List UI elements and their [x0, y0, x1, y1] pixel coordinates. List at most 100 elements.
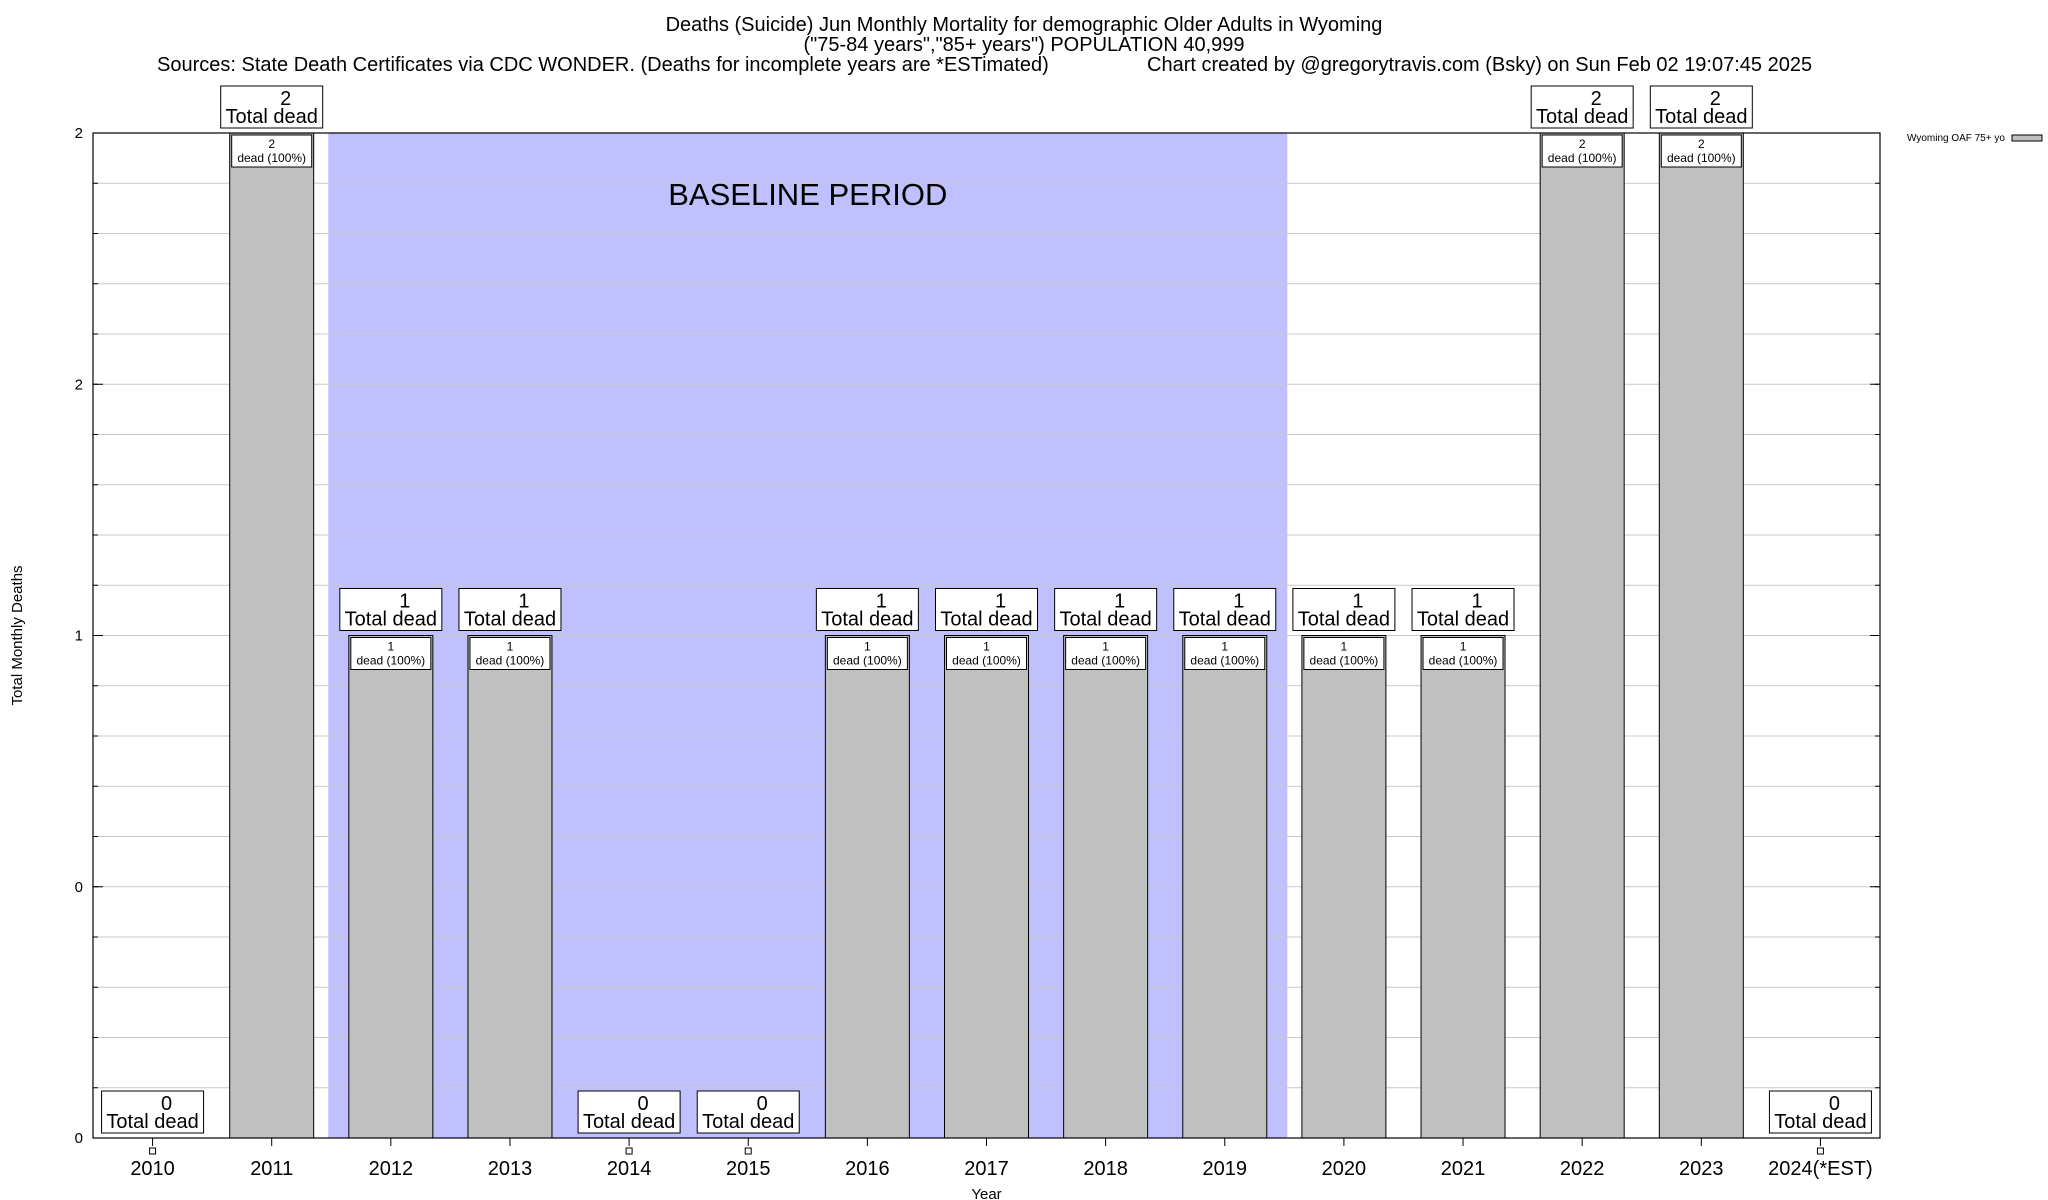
bar-label-box [350, 637, 432, 670]
total-label-value: 1 [1114, 591, 1125, 613]
total-label-box [220, 85, 324, 129]
bar-label-value: 2 [1579, 137, 1586, 151]
total-label-box [1292, 588, 1396, 631]
bar-label-percent: dead (100%) [1667, 151, 1736, 165]
chart-credit: Chart created by @gregorytravis.com (Bsk… [1147, 54, 1813, 76]
total-label-value: 1 [1471, 591, 1482, 613]
chart-sources: Sources: State Death Certificates via CD… [157, 54, 1049, 76]
bar [1063, 635, 1149, 1139]
total-label-text: Total dead [1179, 609, 1271, 631]
bar [1658, 132, 1744, 1139]
zero-marker [744, 1147, 752, 1155]
total-label-box [1530, 85, 1634, 129]
total-label-box [1054, 588, 1158, 631]
bar-label-box [826, 637, 908, 670]
total-label-box [1649, 85, 1753, 129]
total-label-text: Total dead [1417, 609, 1509, 631]
x-tick-label: 2011 [250, 1158, 293, 1180]
total-label-value: 0 [757, 1093, 768, 1115]
bar-label-percent: dead (100%) [952, 654, 1021, 668]
total-label-value: 1 [518, 591, 529, 613]
legend-label: Wyoming OAF 75+ yo [1907, 133, 2005, 144]
total-label-text: Total dead [345, 609, 437, 631]
chart-title: Deaths (Suicide) Jun Monthly Mortality f… [665, 14, 1383, 36]
total-label-value: 2 [280, 88, 291, 110]
total-label-text: Total dead [464, 609, 556, 631]
x-tick-label: 2015 [726, 1158, 771, 1180]
bar-label-percent: dead (100%) [237, 151, 306, 165]
bar [1420, 635, 1506, 1139]
bar-label-value: 1 [1102, 640, 1109, 654]
total-label-box [101, 1090, 205, 1134]
x-tick-label: 2018 [1083, 1158, 1128, 1180]
bar-label-value: 1 [1341, 640, 1348, 654]
bar-label-percent: dead (100%) [1429, 654, 1498, 668]
total-label-box [1768, 1090, 1872, 1134]
bar-label-percent: dead (100%) [1548, 151, 1617, 165]
bar-label-percent: dead (100%) [476, 654, 545, 668]
bar-label-percent: dead (100%) [1071, 654, 1140, 668]
total-label-value: 0 [1829, 1093, 1840, 1115]
bar-label-percent: dead (100%) [1190, 654, 1259, 668]
total-label-value: 0 [161, 1093, 172, 1115]
x-axis-title: Year [971, 1186, 1001, 1200]
y-tick-label: 0 [75, 879, 83, 896]
total-label-text: Total dead [106, 1111, 198, 1133]
total-label-text: Total dead [702, 1111, 794, 1133]
bar-label-box [1541, 134, 1623, 168]
total-label-value: 1 [1352, 591, 1363, 613]
bar [348, 635, 434, 1139]
total-label-box [935, 588, 1038, 631]
x-tick-label: 2020 [1322, 1158, 1367, 1180]
x-tick-label: 2019 [1203, 1158, 1248, 1180]
bar [944, 635, 1029, 1139]
x-tick-label: 2013 [488, 1158, 533, 1180]
x-tick-label: 2014 [607, 1158, 652, 1180]
total-label-value: 0 [638, 1093, 649, 1115]
bar-label-value: 1 [983, 640, 990, 654]
zero-marker [625, 1147, 633, 1155]
total-label-text: Total dead [1774, 1111, 1866, 1133]
bar [229, 132, 315, 1139]
bar-label-box [1065, 637, 1147, 670]
bar [824, 635, 910, 1139]
bar-label-percent: dead (100%) [833, 654, 902, 668]
bar-label-box [1422, 637, 1504, 670]
total-label-value: 1 [399, 591, 410, 613]
total-label-value: 1 [876, 591, 887, 613]
x-tick-label: 2010 [130, 1158, 175, 1180]
total-label-text: Total dead [821, 609, 913, 631]
bar-label-value: 1 [1460, 640, 1467, 654]
baseline-label: BASELINE PERIOD [668, 177, 947, 212]
bar-label-box [946, 637, 1027, 670]
x-tick-label: 2017 [964, 1158, 1009, 1180]
total-label-box [577, 1090, 681, 1134]
total-label-text: Total dead [1298, 609, 1390, 631]
total-label-box [458, 588, 562, 631]
x-tick-label: 2016 [845, 1158, 890, 1180]
bar [1539, 132, 1625, 1139]
y-tick-label: 2 [75, 376, 83, 393]
total-label-text: Total dead [1655, 106, 1747, 128]
plot-border [92, 132, 1881, 1139]
zero-marker [1816, 1147, 1824, 1155]
legend-swatch [2011, 134, 2043, 142]
y-axis-title: Total Monthly Deaths [9, 565, 26, 705]
chart-subtitle: ("75-84 years","85+ years") POPULATION 4… [803, 34, 1245, 56]
bar [467, 635, 553, 1139]
y-tick-label: 1 [75, 628, 83, 645]
x-tick-label: 2024(*EST) [1768, 1158, 1873, 1180]
total-label-box [1173, 588, 1277, 631]
total-label-value: 1 [995, 591, 1006, 613]
total-label-text: Total dead [226, 106, 318, 128]
total-label-text: Total dead [583, 1111, 675, 1133]
bar-label-percent: dead (100%) [356, 654, 425, 668]
bar-label-value: 2 [268, 137, 275, 151]
bar-label-percent: dead (100%) [1310, 654, 1379, 668]
bar-label-value: 1 [507, 640, 514, 654]
total-label-text: Total dead [1059, 609, 1151, 631]
bar [1301, 635, 1387, 1139]
y-tick-label: 2 [75, 125, 83, 142]
bar-label-box [469, 637, 551, 670]
